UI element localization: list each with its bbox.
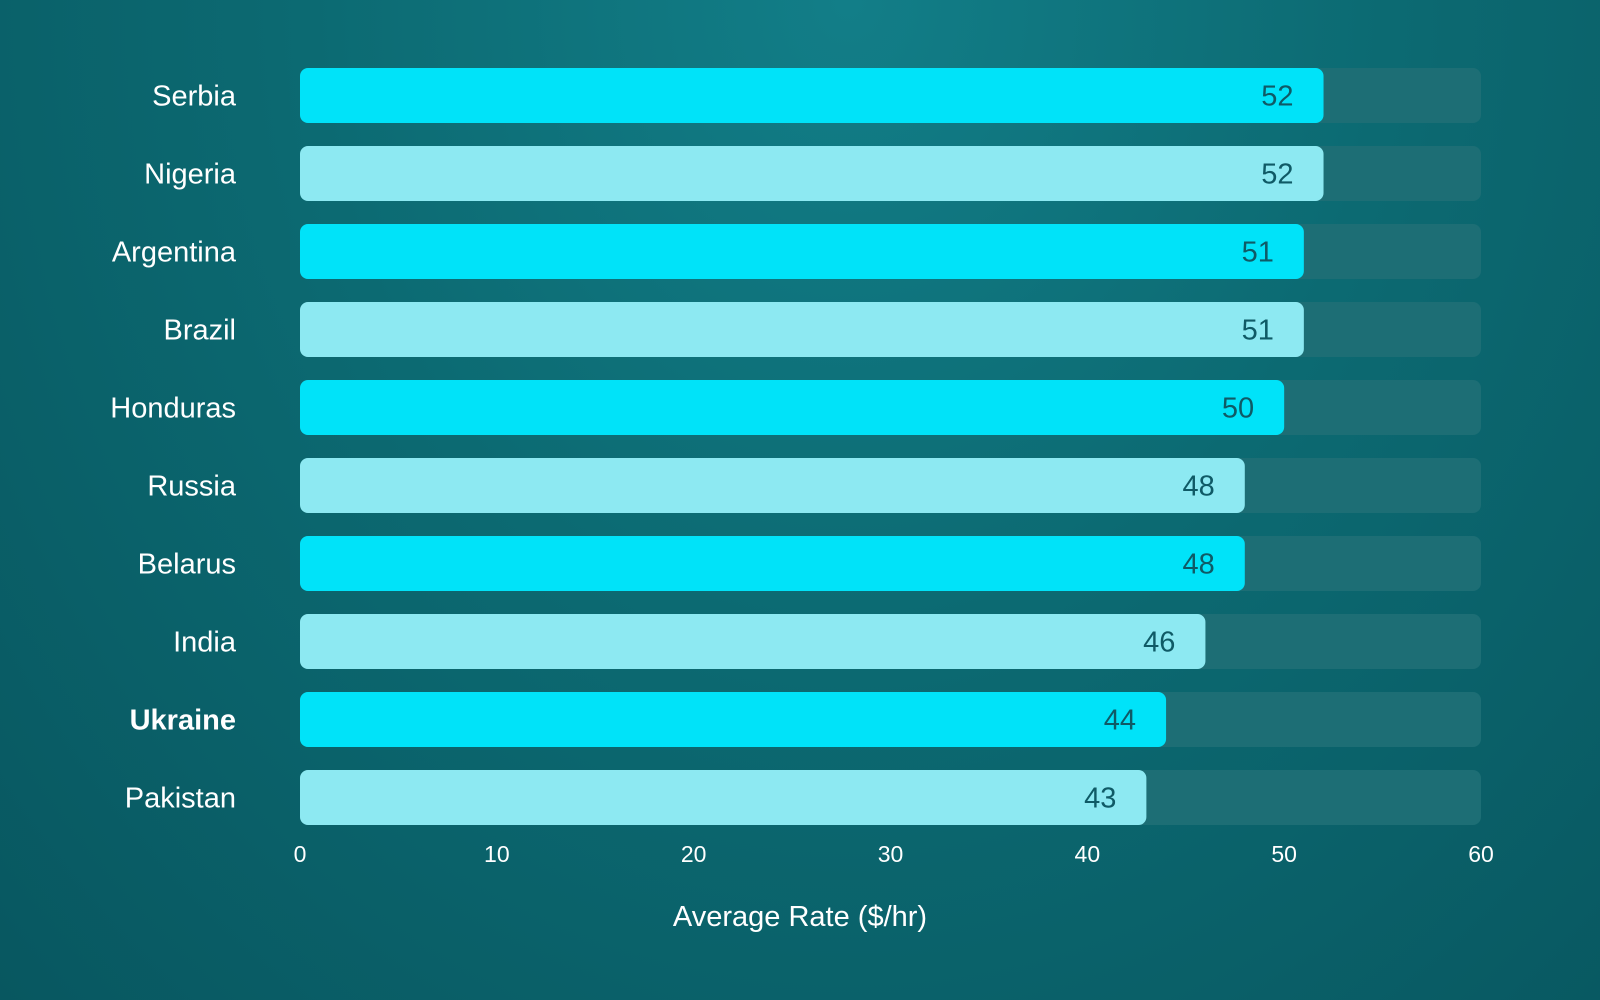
value-label: 52 (1261, 159, 1293, 191)
category-label: Brazil (163, 315, 236, 347)
bar-row: Belarus 48 (138, 536, 1481, 591)
value-label: 44 (1104, 705, 1136, 737)
bar (300, 458, 1245, 513)
value-label: 43 (1084, 783, 1116, 815)
bar-row: Ukraine 44 (130, 692, 1481, 747)
bar (300, 692, 1167, 747)
category-label: Belarus (138, 549, 236, 581)
x-tick-label: 30 (878, 841, 904, 867)
bar-row: Pakistan 43 (125, 770, 1481, 825)
category-label: Nigeria (144, 159, 237, 191)
x-tick-label: 50 (1271, 841, 1297, 867)
bar-row: Brazil 51 (163, 302, 1481, 357)
bar-row: Nigeria 52 (144, 146, 1481, 201)
bar (300, 380, 1285, 435)
x-tick-label: 20 (681, 841, 707, 867)
value-label: 46 (1143, 627, 1175, 659)
category-label: Honduras (110, 393, 236, 425)
x-tick-label: 0 (294, 841, 307, 867)
category-label: Pakistan (125, 783, 236, 815)
x-tick-label: 60 (1468, 841, 1494, 867)
bars-group: Serbia 52 Nigeria 52 Argentina 51 Brazil 51 Hond… (110, 68, 1481, 825)
bar (300, 224, 1304, 279)
value-label: 50 (1222, 393, 1254, 425)
bar (300, 770, 1147, 825)
category-label: Argentina (112, 237, 237, 269)
bar-row: Russia 48 (147, 458, 1481, 513)
x-tick-label: 40 (1075, 841, 1101, 867)
bar-row: Serbia 52 (152, 68, 1481, 123)
value-label: 51 (1242, 237, 1274, 269)
bar-row: India 46 (173, 614, 1481, 669)
bar (300, 536, 1245, 591)
category-label: Russia (147, 471, 237, 503)
x-axis-title: Average Rate ($/hr) (673, 901, 927, 933)
value-label: 51 (1242, 315, 1274, 347)
bar (300, 614, 1206, 669)
bar-row: Argentina 51 (112, 224, 1481, 279)
value-label: 48 (1183, 549, 1215, 581)
value-label: 48 (1183, 471, 1215, 503)
bar (300, 146, 1324, 201)
bar (300, 68, 1324, 123)
value-label: 52 (1261, 81, 1293, 113)
category-label: Ukraine (130, 705, 236, 737)
category-label: India (173, 627, 237, 659)
category-label: Serbia (152, 81, 237, 113)
x-axis-ticks: 0 10 20 30 40 50 60 (294, 841, 1494, 867)
x-tick-label: 10 (484, 841, 510, 867)
bar (300, 302, 1304, 357)
bar-row: Honduras 50 (110, 380, 1481, 435)
